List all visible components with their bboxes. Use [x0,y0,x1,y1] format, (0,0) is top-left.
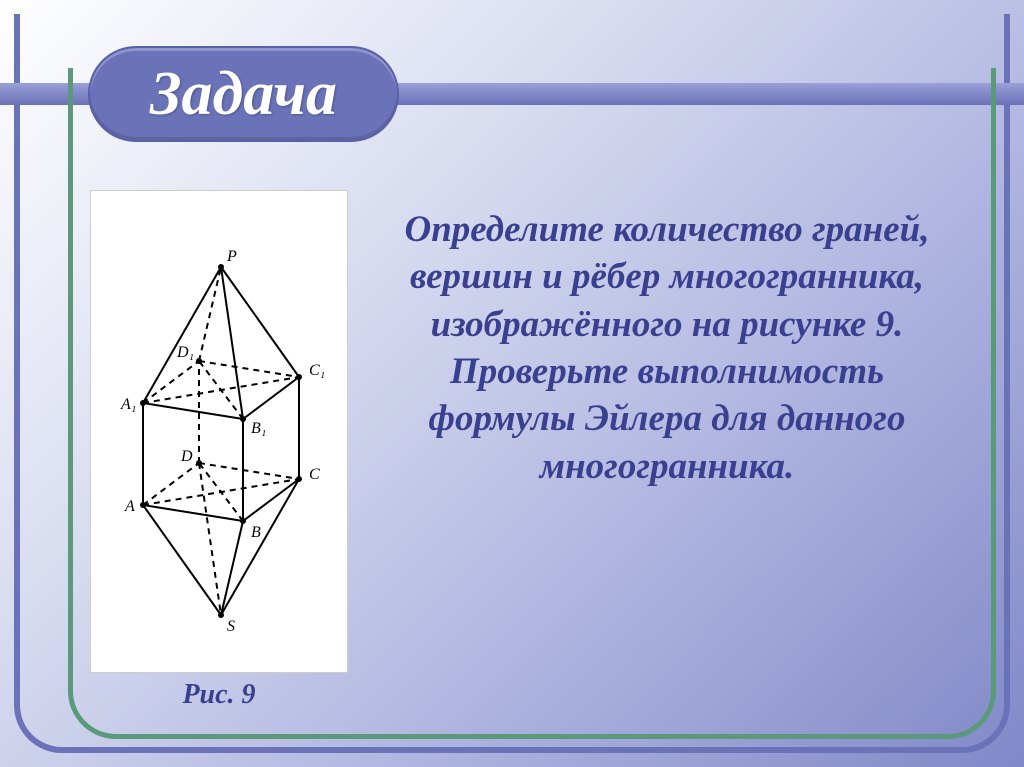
svg-text:B: B [251,524,261,541]
svg-text:P: P [226,248,237,265]
figure-block: P S A B C D A₁ B₁ C₁ D₁ Рис. 9 [90,190,348,711]
figure-caption: Рис. 9 [182,679,255,711]
svg-text:C: C [309,466,320,483]
svg-text:A: A [124,498,135,515]
content-area: P S A B C D A₁ B₁ C₁ D₁ Рис. 9 Определите количес… [90,170,974,717]
svg-text:D₁: D₁ [176,344,194,361]
polyhedron-diagram: P S A B C D A₁ B₁ C₁ D₁ [99,197,339,657]
problem-text: Определите количество граней, вершин и р… [376,170,974,490]
svg-text:C₁: C₁ [309,362,325,379]
svg-text:A₁: A₁ [120,396,136,413]
svg-text:B₁: B₁ [251,420,266,437]
figure-box: P S A B C D A₁ B₁ C₁ D₁ [90,190,348,673]
svg-text:D: D [180,448,193,465]
svg-text:S: S [227,618,235,635]
